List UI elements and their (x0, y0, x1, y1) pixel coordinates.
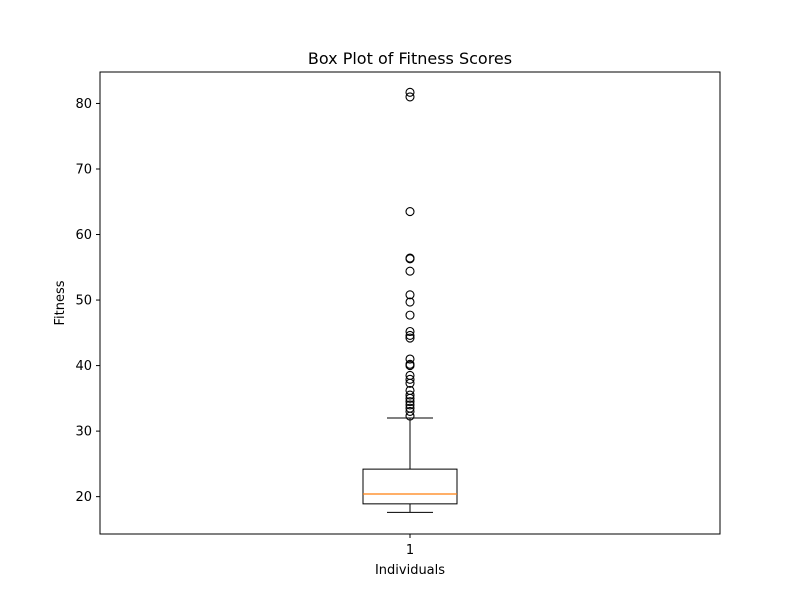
outlier-point (405, 359, 415, 369)
outlier-point (405, 354, 415, 364)
y-tick-label: 50 (75, 294, 92, 309)
outlier-point (405, 403, 415, 413)
outlier-point (405, 390, 415, 400)
outlier-point (405, 330, 415, 340)
outlier-point (405, 253, 415, 263)
y-tick-label: 40 (75, 359, 92, 374)
outlier-point (405, 374, 415, 384)
box-series (362, 417, 458, 513)
outlier-point (405, 326, 415, 337)
y-tick-label: 30 (75, 425, 92, 440)
chart-title: Box Plot of Fitness Scores (308, 49, 512, 68)
outlier-point (405, 87, 415, 97)
interquartile-box (362, 468, 458, 505)
outlier-point (405, 397, 415, 407)
x-axis-label: Individuals (375, 563, 445, 578)
x-tick-label: 1 (406, 543, 414, 558)
outlier-point (405, 290, 415, 300)
y-axis: 20 30 40 50 60 70 80 (75, 97, 100, 505)
outlier-point (405, 385, 415, 396)
y-tick-label: 60 (75, 228, 92, 243)
y-tick-label: 20 (75, 490, 92, 505)
outlier-point (405, 400, 415, 410)
y-tick-label: 80 (75, 97, 92, 112)
outlier-point (405, 92, 415, 102)
y-tick-label: 70 (75, 162, 92, 177)
outlier-point (405, 370, 415, 380)
outlier-point (405, 297, 415, 307)
outlier-series (405, 87, 415, 421)
outlier-point (405, 333, 415, 343)
outlier-point (405, 266, 415, 276)
outlier-point (405, 310, 415, 320)
x-axis: 1 (406, 534, 414, 558)
outlier-point (405, 207, 415, 217)
y-axis-label: Fitness (53, 280, 68, 325)
outlier-point (405, 406, 415, 417)
